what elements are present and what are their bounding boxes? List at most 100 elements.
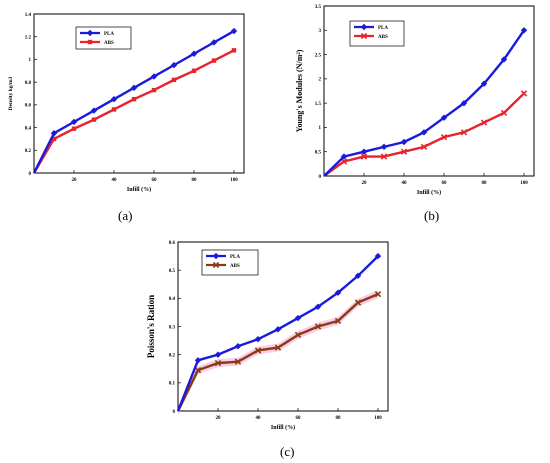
- data-point-pla: [460, 99, 468, 107]
- series-line-abs: [32, 49, 235, 174]
- legend-label-pla: PLA: [378, 26, 388, 31]
- chart-a: 0 0.2 0.4 0.6 0.8 1 1.2 1.4 20 40 60 80 100 Infill (%…: [8, 13, 245, 193]
- y-tick-label: 0.2: [25, 149, 32, 154]
- data-point-abs: [520, 90, 528, 97]
- y-tick-label: 1.4: [25, 13, 32, 18]
- data-point-pla: [130, 84, 138, 92]
- x-axis-label: Infill (%): [271, 424, 295, 431]
- data-point-abs: [231, 48, 237, 53]
- data-point-pla: [194, 357, 202, 364]
- x-tick-label: 80: [336, 416, 342, 421]
- chart-c: 0 0.1 0.2 0.3 0.4 0.5 0.6 20 40 60 80 100 Infill (%)…: [146, 241, 389, 431]
- legend-label-abs: ABS: [230, 264, 240, 269]
- x-axis-label: Infill (%): [417, 189, 441, 196]
- data-point-abs: [360, 153, 368, 160]
- y-tick-label: 0.4: [25, 126, 32, 131]
- data-point-abs: [440, 133, 448, 141]
- legend-marker-pla: [360, 23, 368, 31]
- data-point-pla: [520, 27, 528, 34]
- data-point-abs: [131, 96, 137, 102]
- data-point-pla: [50, 130, 58, 137]
- legend-label-abs: ABS: [378, 35, 388, 40]
- y-tick-label: 3: [319, 29, 322, 34]
- data-point-pla: [340, 153, 348, 160]
- y-tick-label: 3.5: [315, 5, 322, 10]
- data-point-pla: [334, 289, 342, 296]
- data-point-pla: [380, 143, 388, 151]
- y-tick-label: 2.5: [315, 53, 322, 58]
- data-point-abs: [111, 107, 117, 112]
- data-point-abs: [191, 68, 197, 73]
- x-tick-label: 80: [482, 181, 488, 186]
- legend-marker-abs: [87, 39, 93, 45]
- data-point-abs: [211, 58, 217, 63]
- x-tick-label: 60: [152, 178, 158, 183]
- data-point-pla: [190, 50, 198, 57]
- y-tick-label: 0.5: [169, 269, 176, 274]
- caption-a: (a): [118, 208, 133, 223]
- x-tick-label: 60: [442, 181, 448, 186]
- legend-label-pla: PLA: [230, 255, 240, 260]
- x-tick-label: 60: [296, 416, 302, 421]
- x-tick-label: 20: [216, 416, 222, 421]
- data-point-abs: [400, 148, 408, 155]
- x-tick-label: 20: [72, 178, 78, 183]
- plot-frame: [33, 13, 245, 174]
- series-line-abs: [176, 293, 379, 412]
- data-point-pla: [210, 39, 218, 46]
- data-point-pla: [274, 326, 282, 333]
- data-point-abs: [314, 323, 322, 330]
- data-point-pla: [294, 314, 302, 322]
- y-tick-label: 0.3: [169, 325, 176, 330]
- data-point-abs: [420, 143, 428, 151]
- x-tick-label: 40: [256, 416, 262, 421]
- series-line-pla: [32, 29, 235, 174]
- y-tick-label: 0.2: [169, 353, 176, 358]
- y-tick-label: 0.4: [169, 297, 176, 302]
- data-point-pla: [314, 303, 322, 310]
- caption-b: (b): [424, 208, 440, 223]
- data-point-pla: [70, 118, 78, 126]
- data-point-abs: [194, 366, 202, 374]
- data-point-pla: [400, 138, 408, 146]
- y-tick-label: 2: [319, 78, 322, 83]
- legend-box: [349, 20, 405, 47]
- data-point-pla: [360, 148, 368, 155]
- y-axis-label: Poisson's Ration: [146, 295, 156, 358]
- data-point-abs: [374, 290, 382, 298]
- data-point-pla: [354, 272, 362, 279]
- data-point-abs: [380, 153, 388, 160]
- y-tick-label: 1: [319, 126, 322, 131]
- data-point-pla: [110, 95, 118, 103]
- data-point-abs: [234, 358, 242, 365]
- data-point-abs: [171, 77, 177, 83]
- x-tick-label: 40: [402, 181, 408, 186]
- y-tick-label: 0.6: [25, 104, 32, 109]
- x-tick-label: 100: [374, 416, 382, 421]
- x-tick-label: 20: [362, 181, 368, 186]
- y-tick-label: 0: [319, 175, 322, 180]
- data-point-abs: [500, 109, 508, 117]
- y-tick-label: 1.2: [25, 36, 32, 41]
- plot-frame: [323, 5, 535, 177]
- x-tick-label: 100: [230, 178, 238, 183]
- abs-error-band: [178, 290, 378, 415]
- data-point-pla: [440, 114, 448, 121]
- data-point-pla: [214, 351, 222, 358]
- data-point-abs: [151, 87, 157, 93]
- y-tick-label: 0: [173, 410, 176, 415]
- data-point-pla: [150, 73, 158, 80]
- chart-b: 0 0.5 1 1.5 2 2.5 3 3.5 20 40 60 80 100 Infill (%) You…: [295, 5, 535, 196]
- y-tick-label: 1.5: [315, 102, 322, 107]
- x-tick-label: 40: [112, 178, 118, 183]
- data-point-pla: [374, 252, 382, 260]
- y-axis-label: Density kg/m3: [8, 76, 14, 110]
- data-point-pla: [170, 61, 178, 69]
- data-point-pla: [90, 107, 98, 114]
- x-axis-label: Infill (%): [127, 186, 151, 193]
- y-tick-label: 0.6: [169, 241, 176, 246]
- legend-marker-pla: [86, 29, 94, 37]
- series-line-pla: [176, 255, 379, 412]
- y-tick-label: 1: [29, 58, 32, 63]
- data-point-pla: [230, 27, 238, 35]
